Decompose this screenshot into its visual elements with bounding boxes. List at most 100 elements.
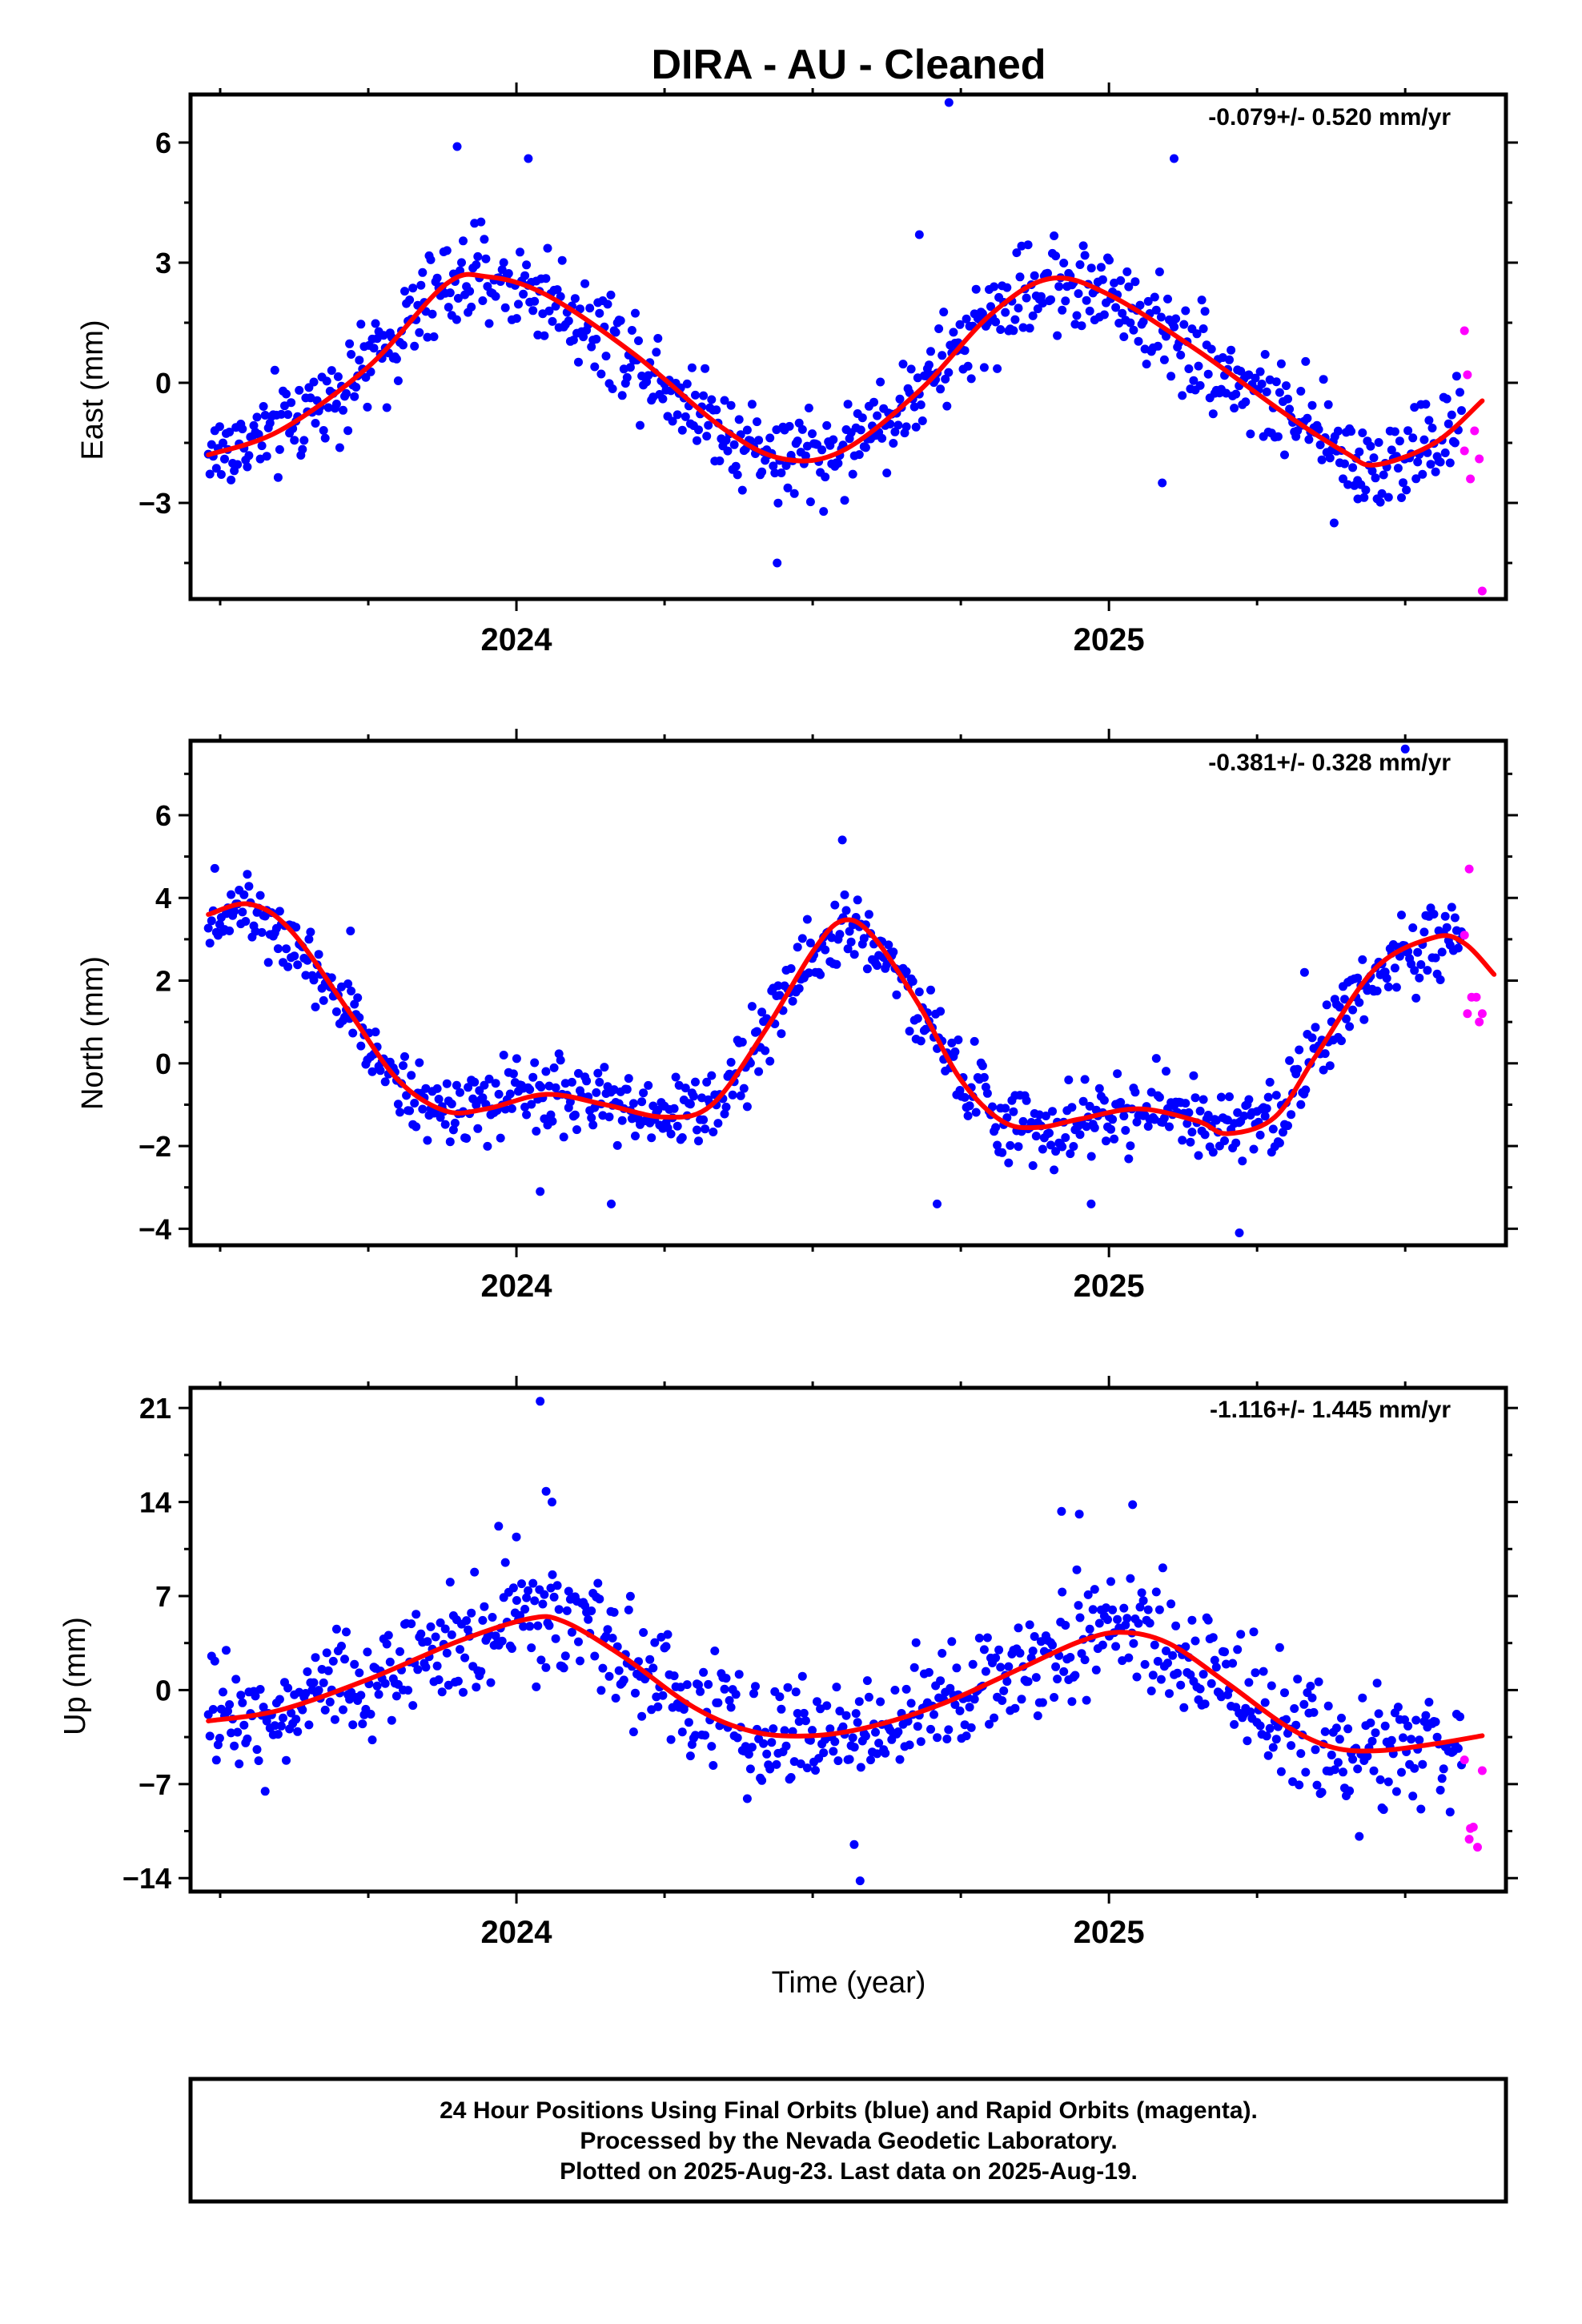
up-final-point (796, 1759, 805, 1768)
up-y-tick-label: 0 (155, 1674, 171, 1707)
east-final-point (1452, 372, 1461, 381)
up-y-tick-label: −7 (139, 1768, 171, 1801)
up-final-point (1048, 1640, 1057, 1650)
up-x-tick-label: 2024 (481, 1915, 553, 1950)
up-final-point (1371, 1728, 1380, 1738)
up-final-point (725, 1695, 734, 1705)
north-final-point (804, 968, 813, 978)
up-x-axis: 2024 2025 (219, 1376, 1407, 1950)
north-final-point (440, 1120, 450, 1129)
north-final-point (343, 979, 353, 988)
east-final-point (608, 384, 617, 393)
east-final-point (1227, 345, 1236, 355)
east-final-point (668, 416, 677, 426)
north-final-point (859, 934, 869, 943)
east-final-point (564, 316, 573, 326)
up-final-point (396, 1647, 404, 1656)
east-final-point (1225, 355, 1234, 364)
up-final-point (273, 1730, 283, 1739)
up-final-point (1363, 1751, 1372, 1761)
up-x-tick-label: 2025 (1074, 1915, 1145, 1950)
east-final-point (504, 269, 513, 278)
east-final-point (557, 255, 567, 265)
east-final-point (452, 315, 461, 324)
north-final-point (263, 958, 273, 967)
east-final-point (1194, 361, 1203, 371)
north-final-point (528, 1072, 538, 1082)
up-final-point (1288, 1777, 1298, 1787)
north-final-point (797, 934, 807, 943)
east-final-point (681, 412, 690, 421)
east-final-point (1343, 480, 1353, 489)
north-final-point (484, 1074, 494, 1084)
north-final-point (415, 1058, 424, 1068)
north-final-point (933, 1199, 942, 1208)
north-final-point (753, 1027, 761, 1036)
up-final-point (440, 1624, 450, 1634)
north-final-point (210, 863, 219, 873)
east-final-point (1419, 435, 1429, 444)
east-final-point (356, 320, 366, 329)
up-final-point (222, 1646, 231, 1655)
north-final-point (1275, 1138, 1284, 1148)
east-fit-curve (206, 271, 1485, 468)
east-final-point (1159, 355, 1169, 364)
north-final-point (1009, 1107, 1018, 1116)
north-x-tick-label: 2025 (1074, 1269, 1145, 1304)
up-final-point (813, 1697, 821, 1707)
north-final-point (1408, 923, 1418, 932)
east-final-point (1199, 324, 1208, 333)
north-final-point (203, 923, 213, 933)
up-final-point (794, 1717, 804, 1727)
east-rapid-point (1466, 474, 1476, 484)
up-final-point (893, 1727, 903, 1736)
east-final-point (1283, 394, 1292, 404)
north-final-point (1260, 1112, 1270, 1121)
up-final-point (470, 1567, 480, 1577)
up-final-point (1353, 1764, 1363, 1774)
north-final-point (532, 1127, 541, 1136)
up-final-point (540, 1590, 549, 1599)
up-final-point (970, 1695, 979, 1704)
east-final-point (568, 336, 578, 345)
east-final-point (611, 328, 620, 337)
north-final-point (230, 907, 239, 916)
up-final-point (1066, 1653, 1075, 1662)
up-final-point (243, 1734, 252, 1743)
north-final-point (567, 1077, 576, 1087)
east-final-point (934, 324, 944, 333)
north-final-point (559, 1132, 568, 1142)
east-final-point (1367, 466, 1377, 476)
up-final-point (822, 1701, 832, 1711)
east-final-point (797, 424, 807, 434)
east-final-point (1058, 305, 1067, 315)
north-final-point (1048, 1107, 1057, 1116)
east-final-point (1050, 231, 1059, 240)
north-final-point (702, 1077, 712, 1087)
north-final-point (1413, 947, 1423, 957)
up-final-point (1331, 1723, 1341, 1733)
east-final-point (327, 366, 336, 376)
up-final-point (211, 1755, 221, 1765)
up-final-point (434, 1675, 444, 1684)
north-final-point (693, 1125, 701, 1135)
up-final-point (1207, 1679, 1216, 1688)
north-final-point (639, 1088, 648, 1098)
east-final-point (1074, 289, 1083, 299)
east-final-point (1189, 376, 1199, 385)
up-final-point (374, 1690, 383, 1699)
east-final-point (1075, 260, 1085, 269)
up-final-point (1058, 1587, 1067, 1597)
north-final-point (916, 1036, 926, 1046)
east-final-point (729, 440, 739, 449)
east-final-point (1241, 397, 1251, 407)
east-final-point (921, 372, 930, 380)
east-final-point (1163, 294, 1172, 304)
north-final-point (1121, 1126, 1130, 1135)
north-final-point (450, 1118, 460, 1128)
east-final-point (548, 316, 557, 326)
up-final-point (309, 1678, 319, 1687)
up-final-point (1033, 1711, 1042, 1720)
north-y-tick-label: −4 (139, 1212, 171, 1245)
up-final-point (767, 1738, 777, 1747)
